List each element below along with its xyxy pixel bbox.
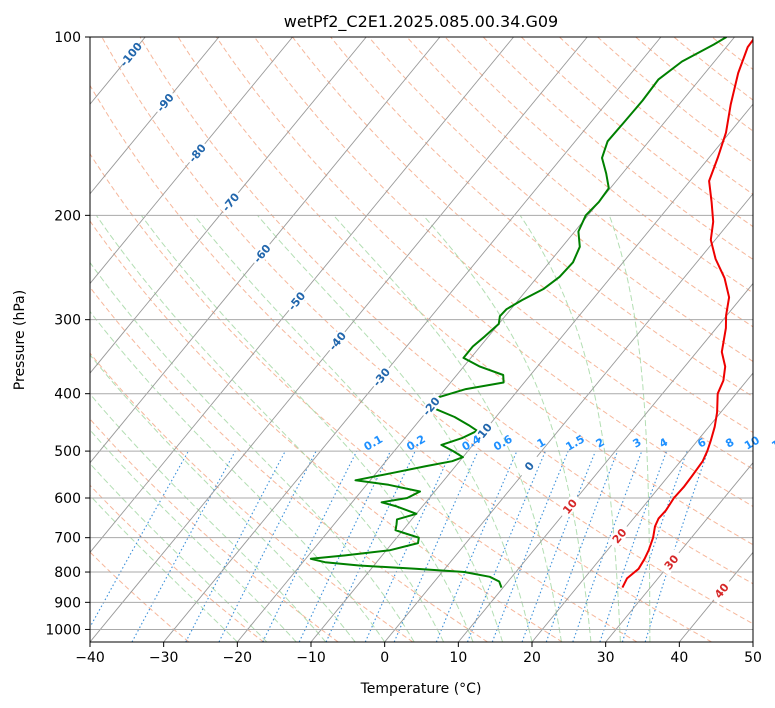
dry-adiabat (292, 37, 753, 434)
isotherm-line (384, 193, 753, 642)
isotherm-label-bg (470, 419, 496, 446)
isotherm-label-bg (369, 364, 394, 391)
dry-adiabat (90, 84, 712, 642)
isotherm-line (236, 37, 735, 642)
y-tick-label: 600 (54, 491, 81, 507)
dry-adiabat (90, 153, 638, 642)
isotherm-label-red-bg (557, 493, 583, 520)
mixing-ratio-line (599, 450, 668, 642)
dry-adiabat (368, 37, 753, 362)
dry-adiabat (90, 220, 563, 642)
isotherm-label-bg (118, 41, 144, 68)
x-axis-label: Temperature (°C) (360, 681, 482, 697)
isotherm-label-red-bg (659, 549, 684, 576)
mixing-ratio-line (90, 450, 189, 629)
dry-adiabat (482, 37, 753, 261)
moist-adiabat (193, 214, 503, 642)
mixing-ratio-label: 13 (769, 434, 775, 453)
background-lines (90, 37, 753, 642)
x-tick-label: 50 (744, 650, 762, 666)
isotherm-label-bg (418, 393, 444, 420)
x-tick-label: 0 (380, 650, 389, 666)
mixing-ratio-line (644, 450, 709, 642)
isotherm-label-bg (284, 287, 309, 315)
moist-adiabat (333, 214, 562, 642)
dry-adiabat (330, 37, 753, 398)
isotherm-line (90, 37, 441, 464)
dry-adiabat (215, 37, 753, 508)
y-tick-label: 700 (54, 531, 81, 547)
dry-adiabat (139, 37, 753, 585)
y-tick-label: 900 (54, 595, 81, 611)
temperature-line (621, 38, 753, 589)
dry-adiabat (559, 37, 753, 195)
profile-lines (309, 37, 753, 589)
moist-adiabat (422, 214, 592, 642)
x-tick-label: −40 (75, 650, 105, 666)
isotherm-label-red-bg (709, 577, 734, 604)
moist-adiabat (90, 354, 356, 642)
mixing-ratio-line (262, 450, 358, 642)
isotherm-label-bg (218, 189, 243, 216)
moist-adiabat (90, 261, 415, 642)
y-axis-label: Pressure (hPa) (12, 290, 28, 390)
moist-adiabat (90, 494, 238, 642)
plot-frame (89, 36, 754, 643)
x-tick-label: 40 (670, 650, 688, 666)
x-tick-label: 20 (523, 650, 541, 666)
moist-adiabat (608, 215, 651, 642)
x-tick-label: −30 (149, 650, 179, 666)
x-tick-label: 10 (449, 650, 467, 666)
dry-adiabat (90, 484, 264, 642)
chart-title: wetPf2_C2E1.2025.085.00.34.G09 (284, 12, 558, 32)
y-tick-label: 1000 (45, 622, 81, 638)
mixing-ratio-line (435, 450, 518, 642)
x-tick-label: −10 (296, 650, 326, 666)
moist-adiabat (90, 462, 268, 642)
x-tick-label: −20 (223, 650, 253, 666)
y-tick-label: 800 (54, 565, 81, 581)
dry-adiabat (90, 418, 339, 642)
x-tick-label: 30 (597, 650, 615, 666)
isotherm-label-bg (184, 139, 210, 167)
dewpoint-line (309, 37, 728, 588)
moist-adiabat (519, 215, 621, 642)
isotherm-line (457, 282, 753, 642)
isotherm-label-red-bg (607, 522, 632, 549)
isotherm-line (310, 103, 753, 642)
moist-adiabat (140, 215, 474, 642)
y-tick-label: 300 (54, 313, 81, 329)
isotherm-line (90, 37, 220, 195)
mixing-ratio-line (131, 450, 236, 642)
mixing-ratio-line (325, 450, 416, 642)
isotherm-label-bg (249, 240, 275, 267)
isotherm-line (163, 37, 662, 642)
y-tick-label: 500 (54, 444, 81, 460)
moist-adiabat (90, 393, 327, 642)
isotherm-label-bg (152, 89, 178, 116)
isotherm-line (90, 37, 514, 554)
dry-adiabat (90, 286, 488, 642)
y-tick-label: 200 (54, 208, 81, 224)
isotherm-line (605, 462, 753, 642)
y-tick-label: 100 (54, 30, 81, 46)
isotherm-line (90, 37, 367, 374)
dry-adiabat (406, 37, 753, 328)
mixing-ratio-line (572, 450, 643, 642)
moist-adiabat (90, 310, 386, 642)
y-tick-label: 400 (54, 387, 81, 403)
isotherm-label-bg (325, 327, 350, 355)
line-labels: -100-90-80-70-60-50-40-30-20-10010203040… (118, 40, 775, 604)
moist-adiabat (257, 214, 533, 642)
isotherm-label-bg (516, 452, 542, 480)
isotherm-line (90, 37, 293, 285)
mixing-ratio-line (621, 450, 688, 642)
dry-adiabat (177, 37, 753, 546)
axis-ticks: −40 −30 −20 −10 0 10 20 30 40 50 100 200 300 400 500 60… (45, 30, 762, 666)
